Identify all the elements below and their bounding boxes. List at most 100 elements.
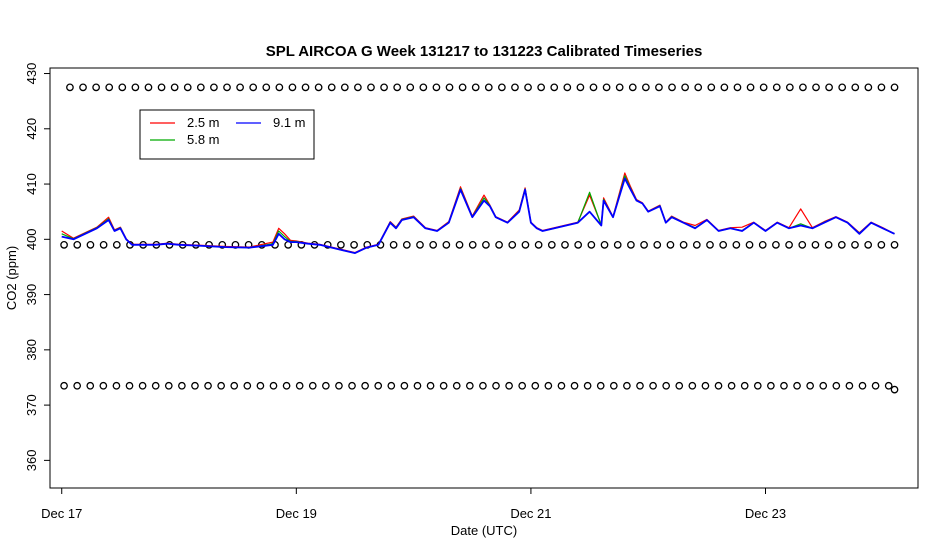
reference-point [170, 83, 179, 92]
reference-point [746, 83, 755, 92]
reference-point [350, 240, 358, 249]
reference-point [105, 83, 114, 92]
chart-title: SPL AIRCOA G Week 131217 to 131223 Calib… [266, 43, 703, 60]
reference-point [465, 381, 474, 390]
reference-point [798, 240, 807, 249]
reference-point [812, 83, 820, 92]
reference-point [785, 83, 794, 92]
reference-point [838, 83, 847, 92]
reference-point [640, 240, 648, 249]
reference-point [282, 381, 291, 390]
reference-point [275, 83, 284, 92]
x-tick-label: Dec 17 [41, 506, 82, 521]
reference-point [256, 381, 265, 390]
reference-point [583, 381, 592, 390]
reference-point [890, 83, 899, 92]
reference-point [295, 381, 304, 390]
reference-point [112, 381, 121, 390]
x-axis: Dec 17 Dec 19 Dec 21 Dec 23 [41, 487, 786, 521]
reference-point [348, 381, 356, 390]
reference-point [249, 83, 258, 92]
reference-point [361, 381, 369, 390]
reference-point [112, 240, 121, 249]
reference-point [557, 381, 566, 390]
reference-point [374, 381, 383, 390]
legend-label: 5.8 m [187, 132, 220, 147]
series-line-9-1-m [61, 177, 895, 254]
reference-point [679, 240, 688, 249]
reference-point [66, 83, 74, 92]
reference-point [387, 381, 396, 390]
reference-point [183, 83, 192, 92]
reference-point [518, 381, 527, 390]
reference-point [550, 83, 559, 92]
reference-point [537, 83, 545, 92]
reference-point [455, 240, 464, 249]
reference-point [534, 240, 543, 249]
reference-point [322, 381, 330, 390]
reference-point [668, 83, 676, 92]
reference-point [793, 381, 801, 390]
legend-label: 9.1 m [273, 115, 306, 130]
reference-point [613, 240, 622, 249]
reference-point [335, 381, 343, 390]
reference-point [218, 240, 227, 249]
reference-point [628, 83, 637, 92]
reference-point [131, 83, 140, 92]
reference-point [767, 381, 775, 390]
reference-point [864, 83, 873, 92]
legend-box [139, 109, 315, 160]
reference-point [720, 83, 729, 92]
reference-point [877, 83, 886, 92]
reference-point [845, 381, 854, 390]
reference-point [354, 83, 362, 92]
legend-label: 2.5 m [187, 115, 220, 130]
reference-point [521, 240, 530, 249]
reference-point [471, 83, 480, 92]
reference-point [196, 83, 205, 92]
reference-point [587, 240, 596, 249]
reference-point [806, 381, 814, 390]
reference-point [890, 240, 899, 249]
reference-point [890, 385, 899, 394]
reference-point [340, 83, 349, 92]
reference-point [389, 240, 398, 249]
reference-point [157, 83, 166, 92]
reference-point [544, 381, 553, 390]
high-reference-points [66, 83, 899, 92]
reference-point [627, 240, 635, 249]
reference-point [262, 83, 271, 92]
reference-point [615, 83, 624, 92]
reference-point [666, 240, 675, 249]
reference-point [758, 240, 767, 249]
reference-point [547, 240, 556, 249]
reference-point [118, 83, 127, 92]
reference-point [393, 83, 402, 92]
reference-point [73, 381, 82, 390]
reference-point [733, 83, 742, 92]
reference-point [492, 381, 500, 390]
reference-point [86, 381, 95, 390]
reference-point [367, 83, 375, 92]
reference-point [400, 381, 409, 390]
plot-area [49, 67, 919, 489]
y-axis: 360 370 380 390 400 410 420 430 [24, 63, 51, 471]
reference-point [596, 381, 605, 390]
reference-point [92, 83, 100, 92]
reference-point [327, 83, 336, 92]
reference-point [811, 240, 820, 249]
y-tick-label: 430 [24, 63, 39, 85]
x-tick-label: Dec 23 [745, 506, 786, 521]
reference-point [204, 381, 212, 390]
reference-point [714, 381, 723, 390]
x-tick-label: Dec 21 [510, 506, 551, 521]
reference-point [531, 381, 540, 390]
reference-point [458, 83, 467, 92]
legend: 2.5 m 5.8 m 9.1 m [139, 109, 315, 160]
reference-point [753, 381, 762, 390]
reference-point [600, 240, 609, 249]
reference-point [79, 83, 87, 92]
reference-point [498, 83, 506, 92]
reference-point [125, 381, 134, 390]
